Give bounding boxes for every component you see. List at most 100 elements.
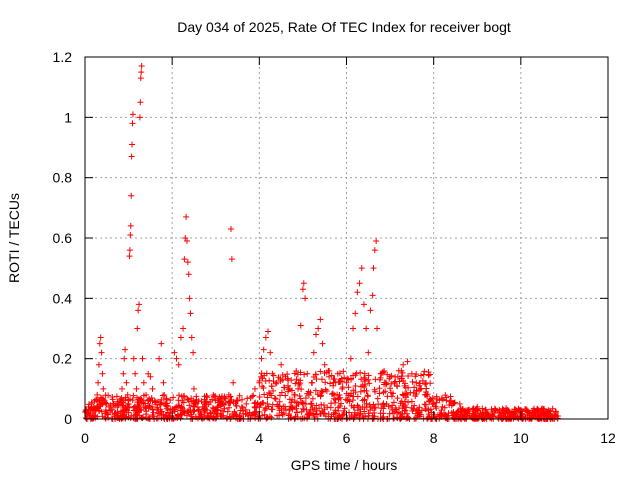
data-point — [390, 390, 397, 397]
data-point — [99, 413, 106, 420]
data-point — [331, 375, 338, 382]
data-point — [135, 407, 142, 414]
data-point — [445, 410, 452, 417]
data-point — [309, 395, 316, 402]
data-point — [277, 375, 284, 382]
data-point — [82, 415, 89, 422]
data-point — [258, 373, 265, 380]
data-point — [349, 397, 356, 404]
data-point — [442, 392, 449, 399]
data-point — [212, 393, 219, 400]
data-point — [299, 415, 306, 422]
data-point — [387, 385, 394, 392]
data-point — [160, 411, 167, 418]
data-point — [90, 403, 97, 410]
data-point — [225, 400, 232, 407]
data-point — [416, 413, 423, 420]
data-point — [94, 391, 101, 398]
data-point — [273, 379, 280, 386]
data-point — [258, 370, 265, 377]
data-point — [289, 396, 296, 403]
data-point — [264, 394, 271, 401]
data-point — [413, 388, 420, 395]
data-point — [164, 406, 171, 413]
data-point — [347, 355, 354, 362]
data-point — [330, 379, 337, 386]
data-point — [361, 397, 368, 404]
data-point — [299, 286, 306, 293]
data-point — [479, 405, 486, 412]
y-tick-label: 0.8 — [53, 170, 73, 186]
data-point — [321, 370, 328, 377]
x-tick-label: 10 — [513, 430, 529, 446]
data-point — [465, 406, 472, 413]
data-point — [274, 412, 281, 419]
data-point — [291, 398, 298, 405]
data-point — [365, 376, 372, 383]
data-point — [256, 393, 263, 400]
data-point — [167, 397, 174, 404]
data-point — [526, 409, 533, 416]
data-point — [129, 120, 136, 127]
data-point — [133, 385, 140, 392]
data-point — [313, 402, 320, 409]
data-point — [112, 409, 119, 416]
data-point — [218, 412, 225, 419]
data-point — [345, 376, 352, 383]
data-point — [151, 397, 158, 404]
data-point — [96, 408, 103, 415]
data-point — [91, 397, 98, 404]
data-point — [132, 370, 139, 377]
data-point — [261, 391, 268, 398]
data-point — [319, 388, 326, 395]
data-point — [417, 372, 424, 379]
data-point — [295, 385, 302, 392]
data-point — [334, 370, 341, 377]
data-point — [543, 409, 550, 416]
data-point — [366, 380, 373, 387]
data-point — [265, 328, 272, 335]
data-point — [390, 399, 397, 406]
data-point — [511, 406, 518, 413]
data-point — [162, 400, 169, 407]
data-point — [188, 334, 195, 341]
data-point — [198, 398, 205, 405]
y-tick-label: 0 — [64, 411, 72, 427]
data-point — [534, 414, 541, 421]
data-point — [389, 402, 396, 409]
data-point — [318, 389, 325, 396]
data-point — [271, 395, 278, 402]
data-point — [181, 256, 188, 263]
data-point — [403, 404, 410, 411]
data-point — [278, 409, 285, 416]
data-point — [238, 396, 245, 403]
data-point — [239, 405, 246, 412]
data-point — [230, 379, 237, 386]
x-tick-label: 8 — [430, 430, 438, 446]
data-point — [417, 385, 424, 392]
data-point — [160, 379, 167, 386]
data-point — [256, 379, 263, 386]
data-point — [135, 307, 142, 314]
data-point — [255, 413, 262, 420]
data-point — [376, 385, 383, 392]
data-point — [138, 69, 145, 76]
data-point — [402, 384, 409, 391]
y-tick-label: 0.2 — [53, 351, 73, 367]
data-point — [175, 361, 182, 368]
data-point — [286, 385, 293, 392]
data-point — [134, 325, 141, 332]
data-point — [421, 368, 428, 375]
data-point — [319, 340, 326, 347]
data-point — [298, 399, 305, 406]
data-point — [85, 403, 92, 410]
data-point — [252, 409, 259, 416]
data-point — [321, 410, 328, 417]
data-point — [238, 403, 245, 410]
data-point — [199, 403, 206, 410]
data-point — [142, 404, 149, 411]
data-point — [439, 403, 446, 410]
data-point — [105, 392, 112, 399]
data-point — [328, 372, 335, 379]
data-point — [122, 415, 129, 422]
